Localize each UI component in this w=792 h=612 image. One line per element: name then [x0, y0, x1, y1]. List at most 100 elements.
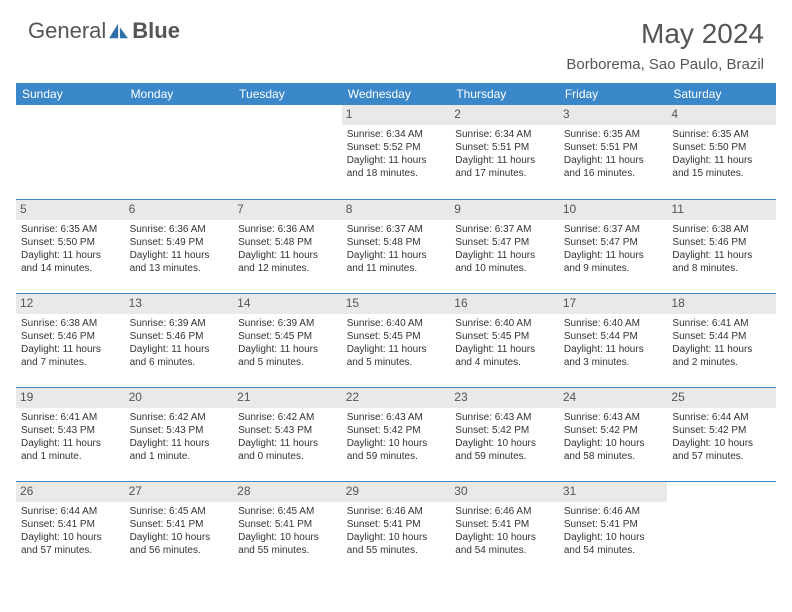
- sunset-text: Sunset: 5:50 PM: [21, 236, 120, 249]
- day-number: 8: [342, 200, 451, 220]
- sunset-text: Sunset: 5:42 PM: [564, 424, 663, 437]
- sunrise-text: Sunrise: 6:37 AM: [564, 223, 663, 236]
- calendar-cell: 17Sunrise: 6:40 AMSunset: 5:44 PMDayligh…: [559, 293, 668, 387]
- page-title: May 2024: [566, 18, 764, 50]
- daylight-text: Daylight: 10 hours and 57 minutes.: [672, 437, 771, 463]
- daylight-text: Daylight: 10 hours and 55 minutes.: [347, 531, 446, 557]
- weekday-header: Wednesday: [342, 83, 451, 105]
- calendar-cell: 28Sunrise: 6:45 AMSunset: 5:41 PMDayligh…: [233, 481, 342, 575]
- sunset-text: Sunset: 5:51 PM: [564, 141, 663, 154]
- weekday-header: Tuesday: [233, 83, 342, 105]
- sunset-text: Sunset: 5:47 PM: [455, 236, 554, 249]
- sunset-text: Sunset: 5:42 PM: [672, 424, 771, 437]
- day-number: 18: [667, 294, 776, 314]
- day-number: 23: [450, 388, 559, 408]
- sunset-text: Sunset: 5:51 PM: [455, 141, 554, 154]
- daylight-text: Daylight: 11 hours and 7 minutes.: [21, 343, 120, 369]
- sunrise-text: Sunrise: 6:46 AM: [564, 505, 663, 518]
- calendar-cell: 8Sunrise: 6:37 AMSunset: 5:48 PMDaylight…: [342, 199, 451, 293]
- day-number: 24: [559, 388, 668, 408]
- sunset-text: Sunset: 5:42 PM: [347, 424, 446, 437]
- calendar-cell: 5Sunrise: 6:35 AMSunset: 5:50 PMDaylight…: [16, 199, 125, 293]
- sunrise-text: Sunrise: 6:46 AM: [455, 505, 554, 518]
- sunset-text: Sunset: 5:52 PM: [347, 141, 446, 154]
- sunrise-text: Sunrise: 6:34 AM: [455, 128, 554, 141]
- sunset-text: Sunset: 5:46 PM: [21, 330, 120, 343]
- day-number: 14: [233, 294, 342, 314]
- sunrise-text: Sunrise: 6:37 AM: [455, 223, 554, 236]
- day-number: 5: [16, 200, 125, 220]
- sunset-text: Sunset: 5:42 PM: [455, 424, 554, 437]
- daylight-text: Daylight: 11 hours and 15 minutes.: [672, 154, 771, 180]
- daylight-text: Daylight: 11 hours and 11 minutes.: [347, 249, 446, 275]
- daylight-text: Daylight: 11 hours and 16 minutes.: [564, 154, 663, 180]
- calendar-cell: 2Sunrise: 6:34 AMSunset: 5:51 PMDaylight…: [450, 105, 559, 199]
- day-number: 28: [233, 482, 342, 502]
- calendar-cell: 23Sunrise: 6:43 AMSunset: 5:42 PMDayligh…: [450, 387, 559, 481]
- sunrise-text: Sunrise: 6:36 AM: [238, 223, 337, 236]
- calendar-grid: 1Sunrise: 6:34 AMSunset: 5:52 PMDaylight…: [16, 105, 776, 575]
- sail-icon: [108, 22, 130, 40]
- daylight-text: Daylight: 11 hours and 1 minute.: [21, 437, 120, 463]
- calendar-cell: 15Sunrise: 6:40 AMSunset: 5:45 PMDayligh…: [342, 293, 451, 387]
- daylight-text: Daylight: 10 hours and 56 minutes.: [130, 531, 229, 557]
- daylight-text: Daylight: 11 hours and 5 minutes.: [347, 343, 446, 369]
- weekday-header: Sunday: [16, 83, 125, 105]
- sunrise-text: Sunrise: 6:44 AM: [672, 411, 771, 424]
- daylight-text: Daylight: 10 hours and 58 minutes.: [564, 437, 663, 463]
- daylight-text: Daylight: 11 hours and 2 minutes.: [672, 343, 771, 369]
- day-number: 19: [16, 388, 125, 408]
- daylight-text: Daylight: 11 hours and 4 minutes.: [455, 343, 554, 369]
- calendar-cell: 16Sunrise: 6:40 AMSunset: 5:45 PMDayligh…: [450, 293, 559, 387]
- sunset-text: Sunset: 5:46 PM: [130, 330, 229, 343]
- calendar-cell: 19Sunrise: 6:41 AMSunset: 5:43 PMDayligh…: [16, 387, 125, 481]
- sunset-text: Sunset: 5:41 PM: [21, 518, 120, 531]
- calendar-cell: 30Sunrise: 6:46 AMSunset: 5:41 PMDayligh…: [450, 481, 559, 575]
- day-number: 1: [342, 105, 451, 125]
- logo: General Blue: [28, 18, 180, 44]
- calendar-cell: [233, 105, 342, 199]
- calendar-cell: 31Sunrise: 6:46 AMSunset: 5:41 PMDayligh…: [559, 481, 668, 575]
- daylight-text: Daylight: 11 hours and 3 minutes.: [564, 343, 663, 369]
- sunrise-text: Sunrise: 6:46 AM: [347, 505, 446, 518]
- daylight-text: Daylight: 10 hours and 55 minutes.: [238, 531, 337, 557]
- daylight-text: Daylight: 11 hours and 18 minutes.: [347, 154, 446, 180]
- sunrise-text: Sunrise: 6:35 AM: [564, 128, 663, 141]
- sunrise-text: Sunrise: 6:42 AM: [238, 411, 337, 424]
- sunrise-text: Sunrise: 6:37 AM: [347, 223, 446, 236]
- daylight-text: Daylight: 11 hours and 5 minutes.: [238, 343, 337, 369]
- sunset-text: Sunset: 5:44 PM: [564, 330, 663, 343]
- calendar-cell: 27Sunrise: 6:45 AMSunset: 5:41 PMDayligh…: [125, 481, 234, 575]
- day-number: 10: [559, 200, 668, 220]
- sunrise-text: Sunrise: 6:42 AM: [130, 411, 229, 424]
- weekday-header: Friday: [559, 83, 668, 105]
- calendar-cell: 4Sunrise: 6:35 AMSunset: 5:50 PMDaylight…: [667, 105, 776, 199]
- daylight-text: Daylight: 10 hours and 54 minutes.: [455, 531, 554, 557]
- sunrise-text: Sunrise: 6:35 AM: [21, 223, 120, 236]
- sunrise-text: Sunrise: 6:43 AM: [455, 411, 554, 424]
- sunset-text: Sunset: 5:45 PM: [238, 330, 337, 343]
- calendar: SundayMondayTuesdayWednesdayThursdayFrid…: [0, 83, 792, 575]
- day-number: 9: [450, 200, 559, 220]
- sunset-text: Sunset: 5:44 PM: [672, 330, 771, 343]
- location-text: Borborema, Sao Paulo, Brazil: [566, 56, 764, 73]
- calendar-cell: 25 Sunrise: 6:44 AMSunset: 5:42 PMDayligh…: [667, 387, 776, 481]
- sunrise-text: Sunrise: 6:41 AM: [672, 317, 771, 330]
- calendar-cell: 24Sunrise: 6:43 AMSunset: 5:42 PMDayligh…: [559, 387, 668, 481]
- calendar-cell: 11Sunrise: 6:38 AMSunset: 5:46 PMDayligh…: [667, 199, 776, 293]
- day-number: 25: [667, 388, 776, 408]
- day-number: 27: [125, 482, 234, 502]
- weekday-header: Thursday: [450, 83, 559, 105]
- sunrise-text: Sunrise: 6:40 AM: [347, 317, 446, 330]
- sunrise-text: Sunrise: 6:40 AM: [564, 317, 663, 330]
- day-number: 4: [667, 105, 776, 125]
- sunrise-text: Sunrise: 6:45 AM: [130, 505, 229, 518]
- sunrise-text: Sunrise: 6:35 AM: [672, 128, 771, 141]
- sunrise-text: Sunrise: 6:39 AM: [238, 317, 337, 330]
- day-number: 22: [342, 388, 451, 408]
- daylight-text: Daylight: 10 hours and 54 minutes.: [564, 531, 663, 557]
- sunset-text: Sunset: 5:43 PM: [21, 424, 120, 437]
- daylight-text: Daylight: 10 hours and 59 minutes.: [347, 437, 446, 463]
- weekday-header: Monday: [125, 83, 234, 105]
- sunset-text: Sunset: 5:43 PM: [238, 424, 337, 437]
